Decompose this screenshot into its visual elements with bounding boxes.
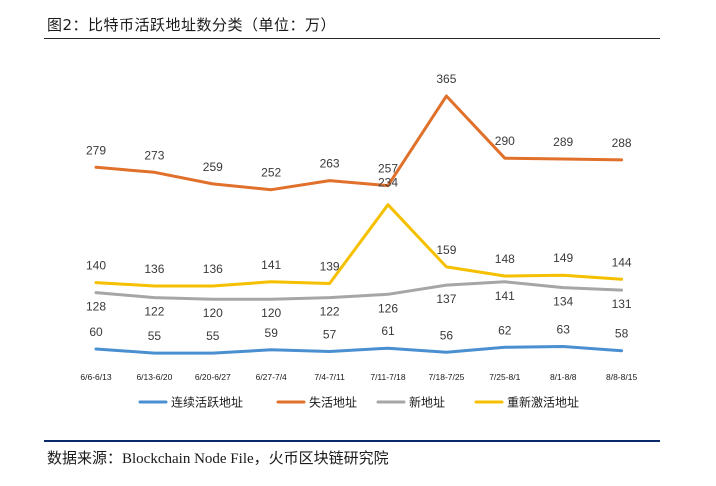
data-label: 122: [144, 305, 164, 319]
data-label: 122: [320, 305, 340, 319]
data-label: 141: [261, 258, 281, 272]
series-line-1: [94, 345, 624, 355]
data-label: 55: [206, 329, 220, 343]
title-divider: [44, 38, 660, 39]
data-label: 62: [498, 323, 512, 337]
data-label: 141: [495, 289, 515, 303]
data-label: 136: [144, 262, 164, 276]
data-label: 63: [557, 323, 571, 337]
legend-item: 新地址: [376, 395, 445, 410]
data-label: 273: [144, 148, 164, 162]
x-tick-label: 7/4-7/11: [314, 372, 345, 382]
legend-item: 失活地址: [276, 395, 357, 410]
data-label: 252: [261, 166, 281, 180]
x-tick-label: 7/11-7/18: [370, 372, 406, 382]
data-label: 137: [436, 292, 456, 306]
legend-label: 失活地址: [309, 395, 357, 410]
x-tick-label: 6/6-6/13: [80, 372, 111, 382]
data-label: 57: [323, 328, 337, 342]
legend-item: 连续活跃地址: [138, 395, 243, 410]
data-label: 126: [378, 301, 398, 315]
data-label: 148: [495, 252, 515, 266]
legend-label: 重新激活地址: [507, 395, 579, 410]
data-label: 134: [553, 295, 573, 309]
data-label-layer: 60 55 55 59 57 61 56 62 63 58 279 273 259 252 263 257 36…: [86, 72, 632, 343]
x-tick-label: 8/8-8/15: [606, 372, 637, 382]
data-label: 290: [495, 134, 515, 148]
legend-label: 新地址: [409, 395, 445, 410]
source-note: 数据来源：Blockchain Node File，火币区块链研究院: [47, 451, 389, 467]
data-label: 144: [612, 255, 632, 269]
data-label: 288: [612, 136, 632, 150]
data-label: 279: [86, 143, 106, 157]
legend-item: 重新激活地址: [474, 395, 579, 410]
x-tick-label: 7/18-7/25: [428, 372, 464, 382]
data-label: 139: [320, 260, 340, 274]
x-tick-label: 6/27-7/4: [256, 372, 287, 382]
x-tick-label: 6/13-6/20: [136, 372, 172, 382]
series-line-2: [94, 94, 624, 192]
data-label: 128: [86, 300, 106, 314]
data-label: 257: [378, 162, 398, 176]
data-label: 263: [320, 157, 340, 171]
series-line-3: [94, 280, 624, 301]
data-label: 59: [265, 326, 279, 340]
data-label: 55: [148, 329, 162, 343]
data-label: 289: [553, 135, 573, 149]
data-label: 149: [553, 251, 573, 265]
data-label: 120: [203, 306, 223, 320]
data-label: 259: [203, 160, 223, 174]
data-label: 61: [381, 324, 395, 338]
x-tick-label: 6/20-6/27: [195, 372, 231, 382]
data-label: 120: [261, 306, 281, 320]
data-label: 140: [86, 259, 106, 273]
data-label: 58: [615, 327, 629, 341]
data-label: 60: [89, 325, 103, 339]
chart-title: 图2：比特币活跃地址数分类（单位：万）: [47, 16, 337, 34]
data-label: 136: [203, 262, 223, 276]
data-label: 131: [612, 297, 632, 311]
data-label: 234: [378, 176, 398, 190]
x-tick-label: 7/25-8/1: [489, 372, 520, 382]
data-label: 159: [436, 243, 456, 257]
series-line-4: [94, 203, 624, 288]
x-axis-ticks: 6/6-6/13 6/13-6/20 6/20-6/27 6/27-7/4 7/4-7/…: [80, 372, 637, 382]
legend-label: 连续活跃地址: [171, 395, 243, 410]
x-tick-label: 8/1-8/8: [550, 372, 577, 382]
data-label: 365: [436, 72, 456, 86]
legend: 连续活跃地址 失活地址 新地址 重新激活地址: [138, 395, 579, 410]
series-layer: [94, 94, 624, 355]
footer-divider: [44, 440, 660, 442]
data-label: 56: [440, 328, 454, 342]
